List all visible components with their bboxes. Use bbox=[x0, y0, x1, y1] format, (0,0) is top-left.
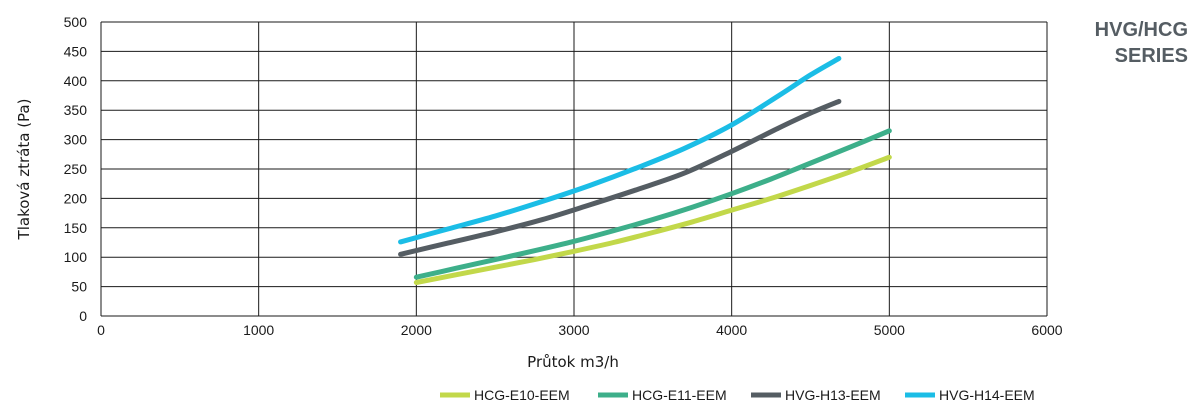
series-line-hcg-e11-eem bbox=[413, 128, 892, 280]
y-tick-label: 500 bbox=[64, 14, 88, 30]
series-title-line1: HVG/HCG bbox=[1094, 19, 1188, 41]
chart-series-group bbox=[398, 55, 892, 285]
series-title: HVG/HCG SERIES bbox=[1095, 17, 1188, 69]
y-tick-label: 150 bbox=[64, 220, 88, 236]
y-tick-label: 300 bbox=[64, 132, 88, 148]
y-tick-label: 100 bbox=[64, 249, 88, 265]
y-tick-label: 0 bbox=[79, 308, 87, 324]
series-line-hcg-e10-eem bbox=[413, 154, 892, 285]
legend-label: HCG-E10-EEM bbox=[474, 387, 570, 403]
x-tick-label: 4000 bbox=[716, 322, 747, 338]
x-axis-title: Průtok m3/h bbox=[527, 353, 619, 371]
series-line-hvg-h14-eem bbox=[398, 55, 842, 245]
legend-label: HVG-H13-EEM bbox=[785, 387, 881, 403]
legend-label: HVG-H14-EEM bbox=[939, 387, 1035, 403]
series-title-line2: SERIES bbox=[1114, 45, 1188, 67]
x-tick-label: 5000 bbox=[874, 322, 905, 338]
x-tick-label: 1000 bbox=[243, 322, 274, 338]
chart-grid bbox=[100, 21, 1048, 317]
y-tick-label: 400 bbox=[64, 73, 88, 89]
y-tick-label: 250 bbox=[64, 161, 88, 177]
y-tick-label: 200 bbox=[64, 190, 88, 206]
chart-legend: HCG-E10-EEM HCG-E11-EEM HVG-H13-EEM HVG-H14… bbox=[440, 387, 1035, 403]
y-axis-title: Tlaková ztráta (Pa) bbox=[15, 99, 33, 241]
x-axis-ticks: 0 1000 2000 3000 4000 5000 6000 bbox=[97, 322, 1063, 338]
series-line-hvg-h13-eem bbox=[398, 98, 842, 257]
y-tick-label: 350 bbox=[64, 102, 88, 118]
y-tick-label: 450 bbox=[64, 43, 88, 59]
y-tick-label: 50 bbox=[71, 279, 87, 295]
x-tick-label: 3000 bbox=[558, 322, 589, 338]
x-tick-label: 6000 bbox=[1031, 322, 1062, 338]
y-axis-ticks: 0 50 100 150 200 250 300 350 400 450 500 bbox=[64, 14, 88, 324]
legend-label: HCG-E11-EEM bbox=[632, 387, 727, 403]
x-tick-label: 2000 bbox=[401, 322, 432, 338]
x-tick-label: 0 bbox=[97, 322, 105, 338]
